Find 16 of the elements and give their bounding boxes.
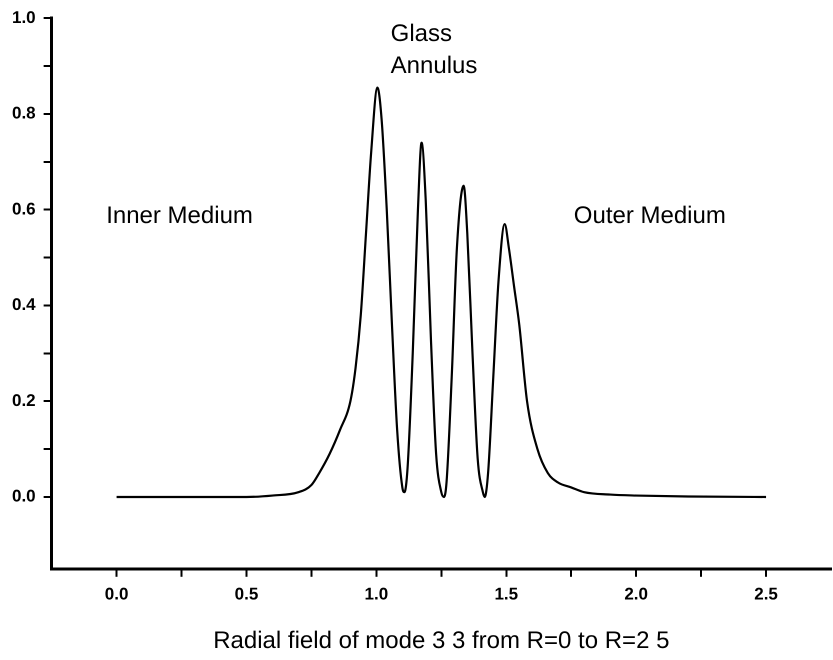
y-tick-label: 0.0 bbox=[12, 486, 36, 506]
x-tick-label: 2.0 bbox=[624, 584, 648, 604]
x-tick-label: 1.5 bbox=[494, 584, 518, 604]
x-tick-label: 2.5 bbox=[754, 584, 778, 604]
y-tick-label: 1.0 bbox=[12, 8, 36, 27]
annotation: Outer Medium bbox=[574, 200, 726, 231]
y-tick-label: 0.6 bbox=[12, 199, 36, 218]
y-tick-label: 0.2 bbox=[12, 390, 36, 410]
x-tick-label: 0.0 bbox=[104, 584, 128, 604]
y-tick-label: 0.4 bbox=[12, 295, 36, 314]
y-tick-label: 0.8 bbox=[12, 104, 36, 123]
annotation: Inner Medium bbox=[106, 200, 253, 231]
x-tick-label: 0.5 bbox=[234, 584, 258, 604]
x-axis-title: Radial field of mode 3 3 from R=0 to R=2 5 bbox=[213, 627, 670, 654]
x-tick-label: 1.0 bbox=[364, 584, 388, 604]
annotation: Glass Annulus bbox=[390, 19, 478, 82]
